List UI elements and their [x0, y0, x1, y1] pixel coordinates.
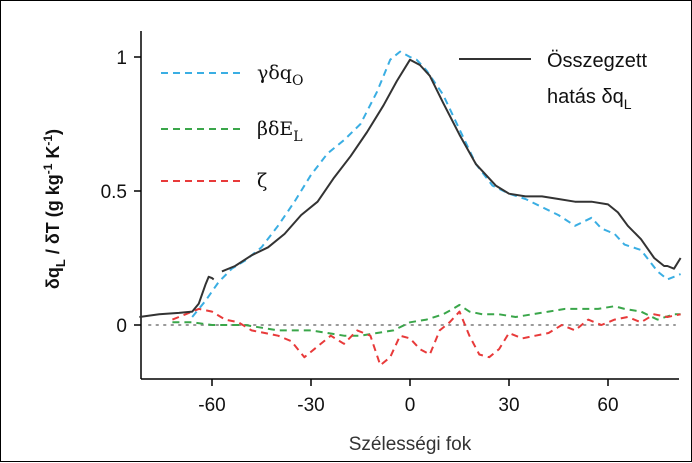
- x-tick-label: -30: [297, 395, 324, 416]
- series-line-total: [139, 58, 682, 318]
- x-tick-label: 0: [405, 395, 416, 416]
- legend-label-zeta: ζ: [257, 170, 267, 192]
- series-line-beta: [172, 303, 681, 337]
- series-line-zeta: [172, 307, 681, 367]
- x-tick-label: -60: [198, 395, 225, 416]
- legend-label-beta: βδEL: [257, 118, 303, 145]
- legend-label-gamma: γδqO: [257, 62, 303, 89]
- series-line-gamma: [191, 50, 681, 318]
- axis-ticks: -60 -30 0 30 60 0 0.5 1: [101, 48, 619, 416]
- y-axis-title: δqL / δT (g kg-1 K-1): [41, 129, 68, 289]
- y-tick-label: 0.5: [101, 182, 127, 203]
- x-tick-label: 60: [597, 395, 618, 416]
- legend-right: Összegzett hatás δqL: [459, 50, 647, 112]
- x-tick-label: 30: [498, 395, 519, 416]
- legend-label-total-line1: Összegzett: [547, 50, 647, 72]
- legend-label-total-line2: hatás δqL: [547, 86, 632, 112]
- legend-left: γδqO βδEL ζ: [161, 62, 303, 192]
- series-group: [139, 50, 682, 367]
- y-tick-label: 1: [116, 48, 127, 69]
- y-tick-label: 0: [116, 316, 127, 337]
- x-axis-title: Szélességi fok: [349, 434, 472, 455]
